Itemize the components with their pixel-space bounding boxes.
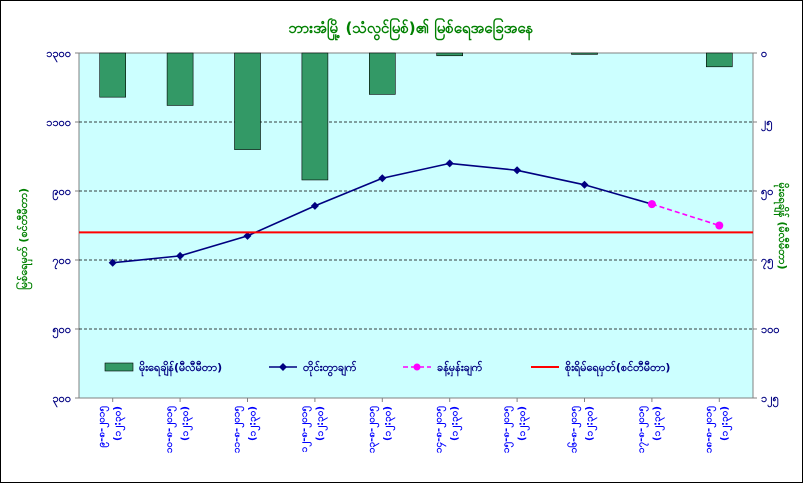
x-tick-time: (၁၂:၃၀) <box>113 406 127 441</box>
x-tick-date: ၁၀-၈-၂၀၁၅ <box>164 406 178 453</box>
rainfall-bar <box>571 52 598 55</box>
right-tick-label: ၀ <box>761 47 767 60</box>
x-tick-date: ၁၁-၈-၂၀၁၅ <box>232 406 246 453</box>
legend-swatch-rainfall <box>104 362 134 372</box>
x-axis-labels: ၉-၈-၂၀၁၅ (၁၂:၃၀) ၁၀-၈-၂၀၁၅ (၁၂:၃၀) ၁၁-၈-၂၀၁၅… <box>97 398 733 453</box>
rainfall-bars <box>99 52 733 181</box>
rainfall-bar <box>99 52 126 98</box>
x-tick-time: (၁၂:၃၀) <box>382 406 396 441</box>
left-tick-label: ၇၀၀ <box>52 254 71 270</box>
forecast-line <box>651 203 720 227</box>
x-tick-time: (၁၂:၃၀) <box>450 406 464 441</box>
x-tick-date: ၁၇-၈-၂၀၁၅ <box>636 406 650 453</box>
rainfall-bar <box>301 52 329 181</box>
x-tick-time: (၁၂:၃၀) <box>517 406 531 441</box>
legend-label: စိုးရိမ်ရေမှတ်(စင်တီမီတာ) <box>565 360 670 377</box>
left-tick-label: ၁၃၀၀ <box>46 47 71 63</box>
left-tick-label: ၅၀၀ <box>52 323 71 339</box>
x-tick-date: ၁၅-၈-၂၀၁၅ <box>501 406 515 453</box>
legend-label: တိုင်းတွာချက် <box>303 360 357 377</box>
x-tick-time: (၁၂:၃၀) <box>315 406 329 441</box>
left-axis-title: မြစ်ရေမှတ် (စင်တီမီတာ) <box>15 188 33 290</box>
x-tick-time: (၁၂:၃၀) <box>719 406 733 441</box>
right-tick-label: ၅၀ <box>761 185 773 201</box>
observed-point <box>378 174 387 183</box>
x-tick-date: ၁၄-၈-၂၀၁၅ <box>434 406 448 453</box>
x-tick-time: (၁၂:၃၀) <box>652 406 666 441</box>
legend: မိုးရေချိန်(မီလီမီတာ) တိုင်းတွာချက် ခန့်မှ… <box>104 360 670 377</box>
rainfall-bar <box>436 52 464 57</box>
forecast-point <box>647 200 656 209</box>
x-tick-time: (၁၂:၃၀) <box>585 406 599 441</box>
legend-marker-forecast <box>413 363 421 371</box>
right-tick-label: ၁၂၅ <box>761 392 780 408</box>
x-tick-date: ၁၆-၈-၂၀၁၅ <box>567 406 583 453</box>
right-tick-label: ၂၅ <box>761 116 773 132</box>
left-tick-label: ၉၀၀ <box>52 185 71 201</box>
observed-point <box>310 201 319 210</box>
rainfall-bar <box>234 52 261 150</box>
observed-point <box>580 180 589 189</box>
forecast-point <box>715 221 724 230</box>
left-tick-label: ၃၀၀ <box>52 392 71 408</box>
grid-lines <box>79 121 753 330</box>
x-tick-date: ၁၂-၈-၂၀၁၅ <box>299 406 313 452</box>
rainfall-bar <box>166 52 194 106</box>
left-tick-label: ၁၁၀၀ <box>46 116 71 129</box>
x-tick-date: ၁၈-၈-၂၀၁၅ <box>703 406 717 453</box>
observed-point <box>243 231 252 240</box>
x-tick-date: ၉-၈-၂၀၁၅ <box>97 406 111 447</box>
legend-label: မိုးရေချိန်(မီလီမီတာ) <box>139 360 222 377</box>
legend-marker-observed <box>279 363 287 371</box>
x-tick-time: (၁၂:၃၀) <box>180 406 194 441</box>
observed-point <box>445 159 454 168</box>
rainfall-bar <box>705 52 733 68</box>
observed-point <box>513 166 522 175</box>
rainfall-bar <box>368 52 396 95</box>
data-lines <box>79 159 753 267</box>
observed-point <box>176 251 185 260</box>
right-tick-label: ၇၅ <box>761 254 774 270</box>
right-axis-title: မိုးရေချိန် (မီလီမီတာ) <box>773 183 790 270</box>
plot-area <box>78 52 754 399</box>
x-tick-time: (၁၂:၃၀) <box>248 406 262 441</box>
legend-label: ခန့်မှန်းချက် <box>437 360 483 377</box>
x-tick-date: ၁၃-၈-၂၀၁၅ <box>366 406 380 453</box>
chart-title: ဘားအံမြို့ (သံလွင်မြစ်)၏ မြစ်ရေအခြေအနေ <box>289 17 534 41</box>
observed-point <box>108 258 117 267</box>
right-tick-label: ၁၀၀ <box>761 323 780 336</box>
